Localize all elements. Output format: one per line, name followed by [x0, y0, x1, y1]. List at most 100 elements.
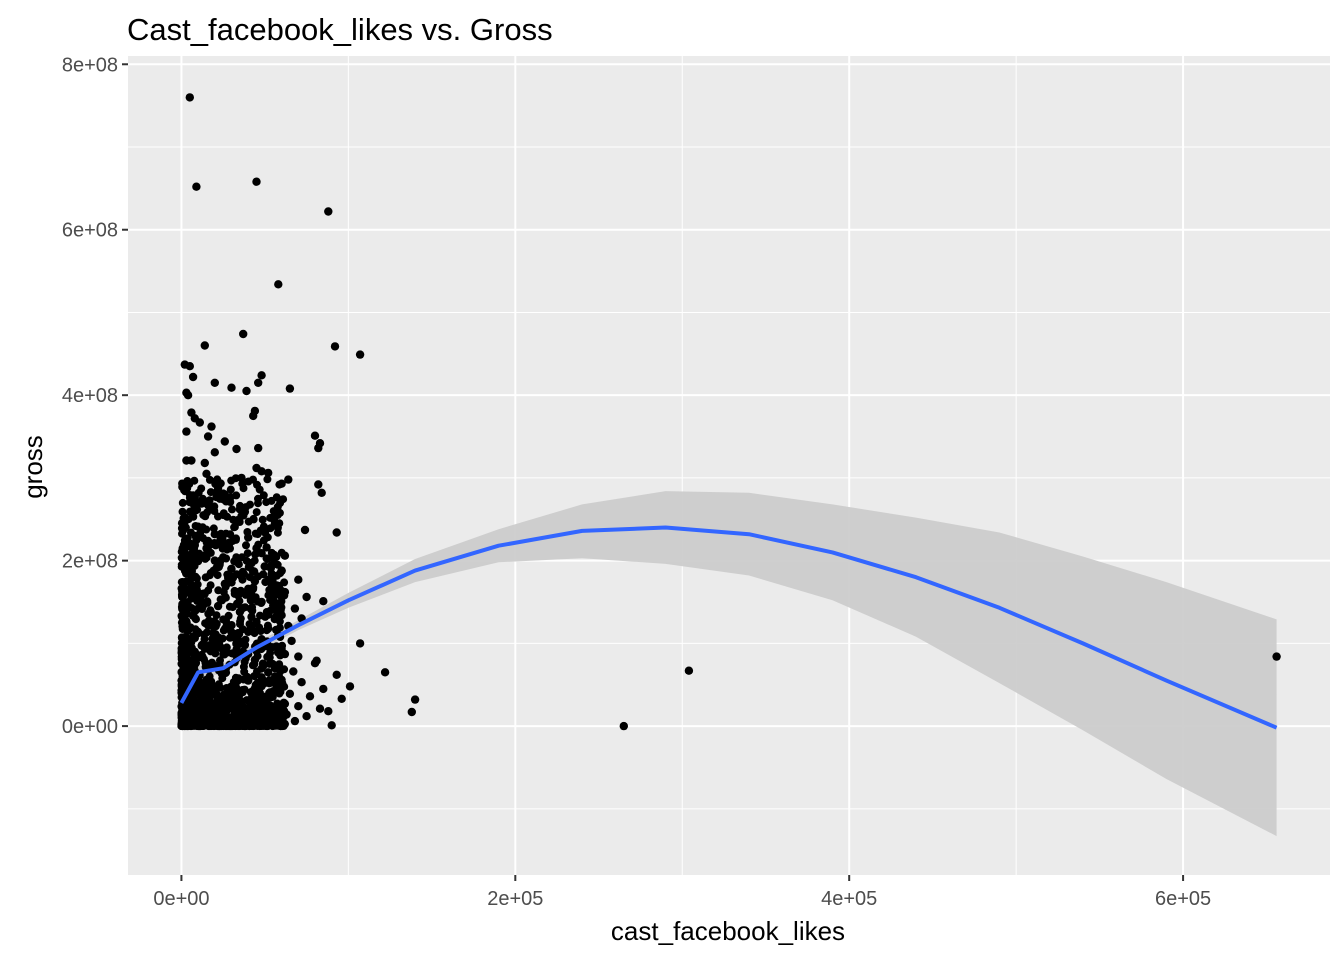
- data-point: [214, 637, 222, 646]
- data-point: [235, 691, 244, 700]
- data-point: [260, 562, 270, 571]
- y-tick-label: 2e+08: [62, 551, 118, 573]
- data-point: [264, 468, 273, 478]
- data-point: [259, 661, 268, 670]
- data-point: [232, 491, 241, 500]
- data-point: [224, 686, 233, 695]
- data-point: [244, 676, 253, 685]
- data-point: [206, 569, 215, 577]
- data-point: [270, 519, 280, 528]
- data-point: [355, 639, 365, 648]
- data-point: [188, 695, 197, 703]
- data-point: [285, 689, 295, 698]
- data-point: [244, 477, 253, 486]
- data-point: [254, 443, 263, 453]
- data-point: [265, 585, 274, 594]
- data-point: [211, 649, 220, 658]
- data-point: [226, 633, 234, 642]
- data-point: [240, 685, 249, 694]
- x-axis-title: cast_facebook_likes: [611, 916, 845, 946]
- x-tick-label: 4e+05: [821, 888, 877, 910]
- data-point: [244, 627, 253, 636]
- data-point: [233, 676, 242, 685]
- data-point: [257, 371, 266, 380]
- data-point: [178, 529, 186, 538]
- data-point: [200, 458, 209, 468]
- y-tick-label: 6e+08: [62, 220, 118, 242]
- data-point: [206, 488, 215, 497]
- data-point: [226, 485, 235, 494]
- data-point: [201, 658, 210, 667]
- data-point: [187, 604, 196, 612]
- data-point: [219, 553, 228, 562]
- data-point: [256, 611, 264, 620]
- data-point: [197, 692, 206, 701]
- data-point: [269, 601, 278, 610]
- data-point: [345, 682, 355, 691]
- data-point: [227, 627, 235, 636]
- data-point: [258, 720, 267, 729]
- data-point: [244, 533, 253, 542]
- data-point: [684, 666, 694, 675]
- data-point: [213, 483, 223, 492]
- data-point: [185, 362, 194, 371]
- data-point: [272, 682, 281, 691]
- y-tick-label: 4e+08: [62, 385, 118, 407]
- data-point: [228, 693, 237, 702]
- data-point: [242, 541, 250, 550]
- data-point: [232, 444, 241, 454]
- data-point: [227, 564, 236, 574]
- data-point: [182, 427, 191, 436]
- y-axis: 0e+00 2e+08 4e+08 6e+08 8e+08: [62, 54, 128, 738]
- x-axis: 0e+00 2e+05 4e+05 6e+05: [153, 875, 1211, 910]
- data-point: [332, 670, 341, 679]
- data-point: [267, 643, 276, 652]
- data-point: [255, 713, 264, 722]
- data-point: [273, 560, 282, 569]
- data-point: [185, 565, 194, 574]
- data-point: [290, 716, 300, 726]
- data-point: [251, 529, 260, 538]
- data-point: [226, 498, 235, 506]
- data-point: [262, 543, 271, 552]
- data-point: [247, 720, 256, 729]
- data-point: [277, 566, 286, 575]
- data-point: [273, 502, 282, 511]
- data-point: [257, 673, 266, 682]
- data-point: [210, 507, 219, 515]
- data-point: [193, 531, 203, 540]
- data-point: [294, 575, 303, 584]
- data-point: [197, 499, 206, 508]
- data-point: [232, 554, 241, 563]
- data-point: [198, 714, 207, 722]
- x-tick-label: 2e+05: [487, 888, 543, 910]
- data-point: [240, 507, 250, 516]
- data-point: [270, 664, 280, 673]
- confidence-ribbon: [181, 491, 1277, 837]
- data-point: [209, 685, 218, 693]
- data-point: [234, 628, 243, 637]
- data-point: [202, 675, 211, 684]
- data-point: [280, 720, 289, 729]
- data-point: [274, 280, 283, 289]
- data-point: [210, 378, 219, 387]
- data-point: [233, 599, 241, 608]
- data-point: [220, 437, 229, 446]
- data-point: [317, 488, 326, 497]
- data-point: [239, 329, 248, 339]
- data-point: [253, 480, 261, 489]
- data-point: [1272, 652, 1281, 661]
- data-point: [294, 702, 303, 711]
- data-point: [208, 622, 217, 631]
- data-point: [261, 578, 270, 587]
- data-point: [327, 721, 336, 730]
- data-point: [186, 623, 195, 632]
- data-point: [619, 721, 628, 731]
- data-point: [187, 638, 196, 647]
- data-point: [245, 698, 254, 707]
- data-point: [220, 650, 229, 659]
- data-point: [211, 541, 220, 550]
- data-point: [319, 597, 328, 606]
- data-point: [179, 633, 188, 642]
- data-point: [224, 713, 233, 722]
